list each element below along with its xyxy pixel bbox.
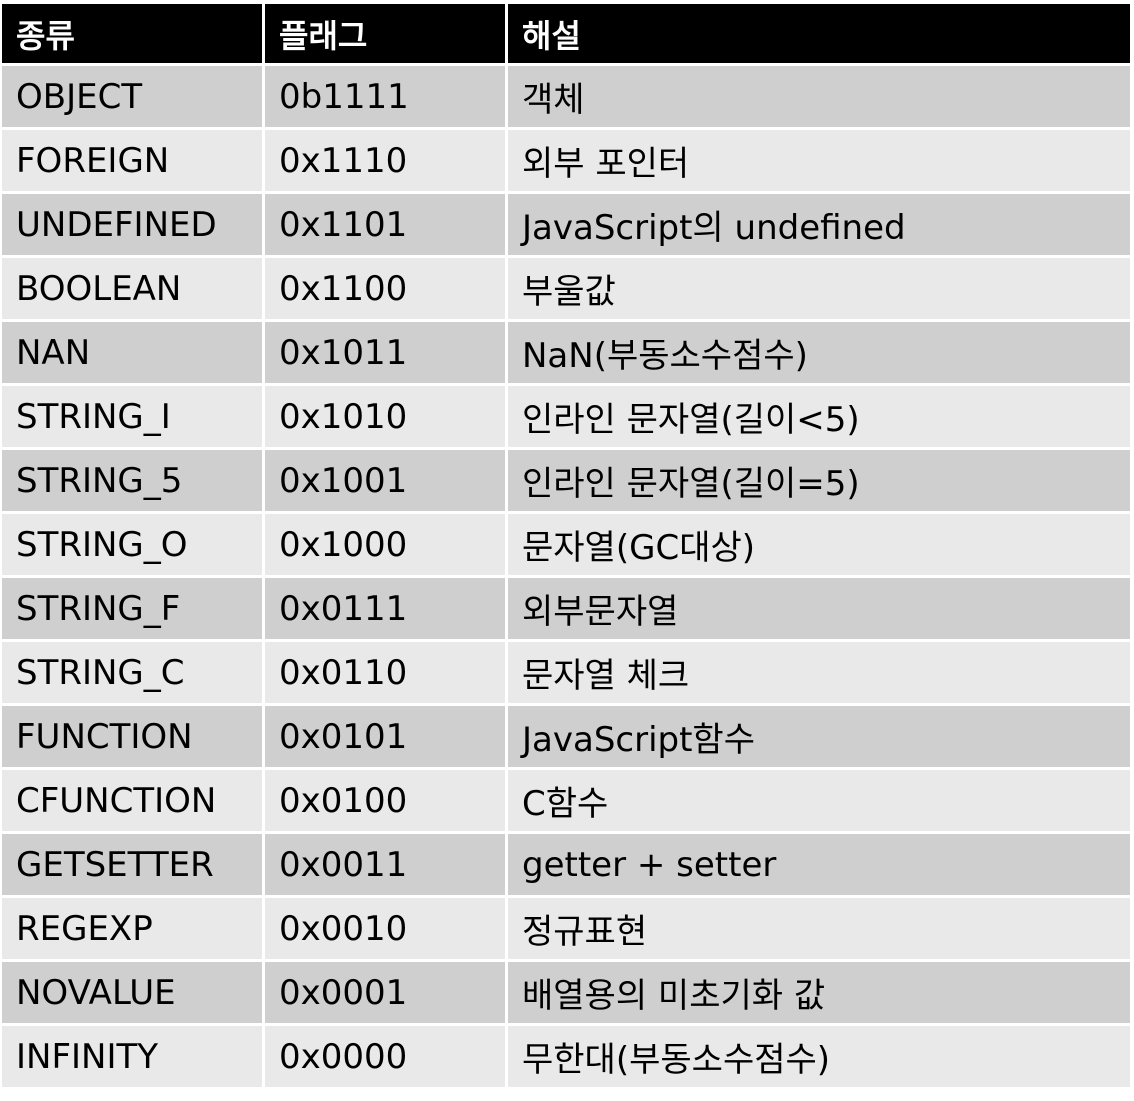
cell-flag: 0x0111 [265, 578, 508, 642]
table-row: STRING_F 0x0111 외부문자열 [2, 578, 1130, 642]
cell-type: STRING_O [2, 514, 265, 578]
table-row: FOREIGN 0x1110 외부 포인터 [2, 130, 1130, 194]
table-row: BOOLEAN 0x1100 부울값 [2, 258, 1130, 322]
cell-flag: 0x0011 [265, 834, 508, 898]
cell-flag: 0x1100 [265, 258, 508, 322]
type-flag-table: 종류 플래그 해설 OBJECT 0b1111 객체 FOREIGN 0x1110 외부 … [2, 4, 1130, 1090]
cell-flag: 0x1011 [265, 322, 508, 386]
header-row: 종류 플래그 해설 [2, 4, 1130, 66]
cell-description: getter + setter [508, 834, 1130, 898]
cell-flag: 0x0001 [265, 962, 508, 1026]
cell-description: 인라인 문자열(길이=5) [508, 450, 1130, 514]
cell-description: 외부 포인터 [508, 130, 1130, 194]
table-row: UNDEFINED 0x1101 JavaScript의 undefined [2, 194, 1130, 258]
header-description: 해설 [508, 4, 1130, 66]
table-row: STRING_I 0x1010 인라인 문자열(길이<5) [2, 386, 1130, 450]
cell-description: 배열용의 미초기화 값 [508, 962, 1130, 1026]
cell-flag: 0x1110 [265, 130, 508, 194]
cell-type: FOREIGN [2, 130, 265, 194]
table-row: GETSETTER 0x0011 getter + setter [2, 834, 1130, 898]
cell-flag: 0x0101 [265, 706, 508, 770]
table-row: STRING_C 0x0110 문자열 체크 [2, 642, 1130, 706]
table-row: NAN 0x1011 NaN(부동소수점수) [2, 322, 1130, 386]
cell-description: 문자열 체크 [508, 642, 1130, 706]
cell-flag: 0b1111 [265, 66, 508, 130]
cell-description: JavaScript함수 [508, 706, 1130, 770]
header-flag: 플래그 [265, 4, 508, 66]
table-row: STRING_5 0x1001 인라인 문자열(길이=5) [2, 450, 1130, 514]
cell-description: 무한대(부동소수점수) [508, 1026, 1130, 1090]
cell-description: 외부문자열 [508, 578, 1130, 642]
cell-type: NOVALUE [2, 962, 265, 1026]
cell-description: JavaScript의 undefined [508, 194, 1130, 258]
table-row: REGEXP 0x0010 정규표현 [2, 898, 1130, 962]
cell-type: BOOLEAN [2, 258, 265, 322]
cell-flag: 0x1010 [265, 386, 508, 450]
table-header: 종류 플래그 해설 [2, 4, 1130, 66]
cell-flag: 0x0110 [265, 642, 508, 706]
cell-description: 부울값 [508, 258, 1130, 322]
table-row: OBJECT 0b1111 객체 [2, 66, 1130, 130]
cell-type: REGEXP [2, 898, 265, 962]
cell-description: NaN(부동소수점수) [508, 322, 1130, 386]
cell-description: 정규표현 [508, 898, 1130, 962]
table-row: NOVALUE 0x0001 배열용의 미초기화 값 [2, 962, 1130, 1026]
cell-type: GETSETTER [2, 834, 265, 898]
table-row: STRING_O 0x1000 문자열(GC대상) [2, 514, 1130, 578]
cell-type: STRING_C [2, 642, 265, 706]
cell-type: STRING_5 [2, 450, 265, 514]
cell-type: NAN [2, 322, 265, 386]
cell-flag: 0x1001 [265, 450, 508, 514]
cell-type: CFUNCTION [2, 770, 265, 834]
cell-flag: 0x1101 [265, 194, 508, 258]
cell-type: STRING_F [2, 578, 265, 642]
cell-description: 객체 [508, 66, 1130, 130]
cell-type: FUNCTION [2, 706, 265, 770]
cell-description: 인라인 문자열(길이<5) [508, 386, 1130, 450]
cell-type: STRING_I [2, 386, 265, 450]
table-row: CFUNCTION 0x0100 C함수 [2, 770, 1130, 834]
table-row: FUNCTION 0x0101 JavaScript함수 [2, 706, 1130, 770]
cell-flag: 0x1000 [265, 514, 508, 578]
cell-type: UNDEFINED [2, 194, 265, 258]
cell-flag: 0x0000 [265, 1026, 508, 1090]
cell-description: C함수 [508, 770, 1130, 834]
cell-description: 문자열(GC대상) [508, 514, 1130, 578]
table-body: OBJECT 0b1111 객체 FOREIGN 0x1110 외부 포인터 UNDEFIN… [2, 66, 1130, 1090]
cell-flag: 0x0010 [265, 898, 508, 962]
header-type: 종류 [2, 4, 265, 66]
table-row: INFINITY 0x0000 무한대(부동소수점수) [2, 1026, 1130, 1090]
cell-flag: 0x0100 [265, 770, 508, 834]
cell-type: OBJECT [2, 66, 265, 130]
cell-type: INFINITY [2, 1026, 265, 1090]
